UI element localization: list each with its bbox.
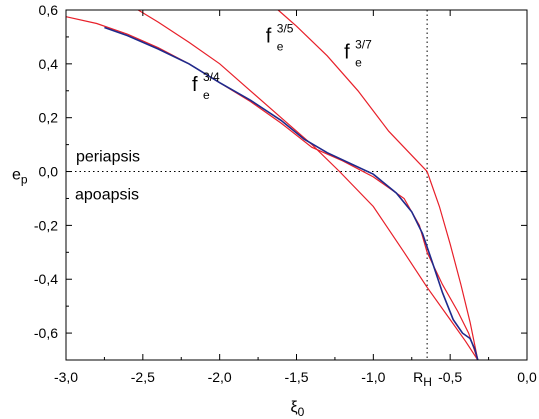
x-tick-label: -0,5 xyxy=(438,369,462,385)
x-tick-label: -1,5 xyxy=(284,369,308,385)
curve-label: f 3/4 e xyxy=(192,70,220,102)
x-tick-label: 0,0 xyxy=(517,369,537,385)
x-axis-title-sub: 0 xyxy=(298,405,305,419)
y-tick-label: -0,2 xyxy=(34,217,58,233)
apoapsis-label: apoapsis xyxy=(75,187,139,204)
series-line-3 xyxy=(104,26,479,361)
y-axis-title-base: e xyxy=(12,167,21,184)
series-line-0 xyxy=(137,9,479,361)
x-axis-title-base: ξ xyxy=(291,399,298,416)
curve-label: f 3/5 e xyxy=(266,21,294,53)
y-tick-label: -0,6 xyxy=(34,325,58,341)
y-tick-label: -0,4 xyxy=(34,271,58,287)
rh-label-sub: H xyxy=(423,375,432,389)
series-line-2 xyxy=(277,9,479,361)
x-tick-label: -2,5 xyxy=(131,369,155,385)
curve-label-sup: 3/4 xyxy=(203,70,220,84)
curve-label-sub: e xyxy=(203,88,210,102)
series-line-1 xyxy=(65,16,479,361)
rh-label-base: R xyxy=(413,369,423,385)
curve-label: f 3/7 e xyxy=(344,37,372,69)
curve-label-sub: e xyxy=(355,55,362,69)
curve-label-base: f xyxy=(344,41,350,63)
curve-label-sup: 3/5 xyxy=(277,21,294,35)
curve-label-sub: e xyxy=(277,39,284,53)
y-tick-label: 0,2 xyxy=(39,110,59,126)
reference-lines xyxy=(66,10,527,360)
x-tick-label: -2,0 xyxy=(208,369,232,385)
y-axis-title: ep xyxy=(12,167,28,187)
curve-label-base: f xyxy=(266,25,272,47)
y-tick-label: 0,4 xyxy=(39,56,59,72)
periapsis-label: periapsis xyxy=(76,149,140,166)
y-axis-title-sub: p xyxy=(21,173,28,187)
axis-ticks: -3,0 -2,5 -2,0 -1,5 -1,0 -0,5 0,0 0,6 0,4 0,2 0,0 -… xyxy=(34,2,537,385)
y-tick-label: 0,0 xyxy=(39,164,59,180)
x-tick-label: -3,0 xyxy=(54,369,78,385)
series-layer xyxy=(65,9,479,361)
curve-label-sup: 3/7 xyxy=(355,37,372,51)
x-tick-label: -1,0 xyxy=(361,369,385,385)
curve-label-base: f xyxy=(192,74,198,96)
x-axis-title: ξ0 xyxy=(291,399,305,419)
plot-frame xyxy=(65,9,528,361)
y-tick-label: 0,6 xyxy=(39,2,59,18)
rh-label: RH xyxy=(413,369,432,389)
